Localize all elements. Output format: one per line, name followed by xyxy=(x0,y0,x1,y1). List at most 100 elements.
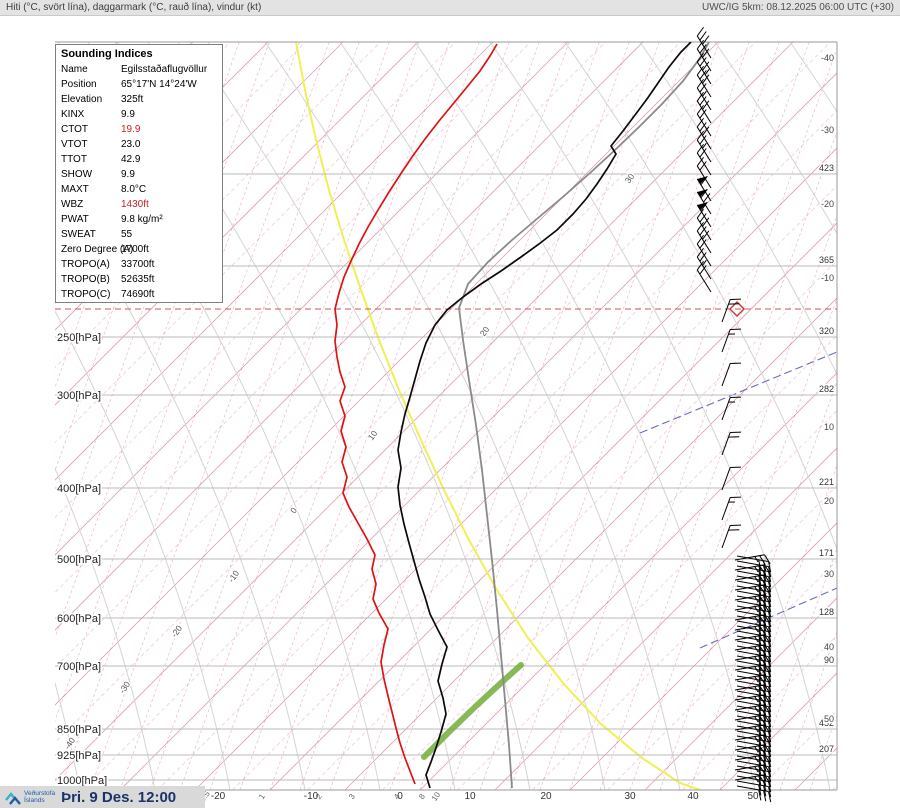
index-label: VTOT xyxy=(61,139,88,150)
index-value: 52635ft xyxy=(121,274,155,285)
indices-rows: Name Egilsstaðaflugvöllur Position 65°17'N … xyxy=(56,62,222,302)
wind-barb xyxy=(734,604,771,616)
wind-barb xyxy=(696,247,712,280)
wind-barb xyxy=(734,614,771,626)
wind-barb xyxy=(736,575,772,593)
mixing-ratio-axis-label: 1 xyxy=(257,792,267,801)
wind-barb xyxy=(736,605,772,623)
wind-barb xyxy=(736,665,772,683)
index-value: 33700ft xyxy=(121,259,155,270)
wind-barb xyxy=(736,680,772,698)
wind-barb xyxy=(736,740,772,758)
wind-barb xyxy=(696,188,712,215)
wind-barb xyxy=(721,466,741,491)
wind-barbs-lower xyxy=(736,555,772,803)
index-label: Zero Degree (A) xyxy=(61,244,134,255)
wind-barbs-upper xyxy=(696,26,712,293)
pressure-axis-label: 700[hPa] xyxy=(57,661,101,673)
mixing-ratio-axis-label: 8 xyxy=(417,792,427,801)
wind-barb xyxy=(734,554,771,566)
index-label: SHOW xyxy=(61,169,93,180)
mixing-ratio-axis-label: 4 xyxy=(392,792,402,801)
wind-barb xyxy=(736,670,772,688)
wind-barb xyxy=(734,684,771,696)
tropopause-marker xyxy=(729,301,745,317)
wind-barb xyxy=(736,565,772,583)
isotherm-right-label: 30 xyxy=(824,569,834,579)
wind-barb xyxy=(736,730,772,748)
temperature-axis-label: 20 xyxy=(540,791,552,802)
index-value: 19.9 xyxy=(121,124,141,135)
mixing-ratio-axis-label: 3 xyxy=(347,792,357,801)
isotherm-right-label: -10 xyxy=(821,273,834,283)
wind-barb xyxy=(696,156,712,189)
index-label: TTOT xyxy=(61,154,87,165)
pressure-axis-label: 600[hPa] xyxy=(57,613,101,625)
height-right-label: 90 xyxy=(824,655,834,665)
wind-barb xyxy=(736,720,772,738)
wind-barb xyxy=(736,635,772,653)
temperature-axis-label: 50 xyxy=(747,791,759,802)
wind-barb xyxy=(736,600,772,618)
wind-barb xyxy=(736,725,772,743)
indices-row-tropo-b-: TROPO(B) 52635ft xyxy=(56,272,222,287)
wind-barb xyxy=(736,780,772,798)
wind-barb xyxy=(734,654,771,666)
indices-row-elevation: Elevation 325ft xyxy=(56,92,222,107)
tropopause-line xyxy=(55,301,837,317)
height-right-label: 171 xyxy=(819,548,834,558)
indices-row-kinx: KINX 9.9 xyxy=(56,107,222,122)
wind-barb xyxy=(734,694,771,706)
skewt-chart: 250[hPa] 300[hPa] 400[hPa] 500[hPa] 600[hPa]… xyxy=(55,26,838,804)
pressure-axis-label: 1000[hPa] xyxy=(57,775,107,787)
wind-barb xyxy=(736,595,772,613)
wind-barb xyxy=(721,362,741,387)
blue-dashed-isoline xyxy=(639,351,837,434)
wind-barb xyxy=(736,710,772,728)
height-right-label: 282 xyxy=(819,384,834,394)
isotherm-right-label: 20 xyxy=(824,496,834,506)
yellow-reference-line xyxy=(295,42,701,790)
indices-row-show: SHOW 9.9 xyxy=(56,167,222,182)
wind-barb xyxy=(696,91,712,124)
isotherm-right-label: 10 xyxy=(824,422,834,432)
wind-barb xyxy=(734,564,771,576)
index-value: 9.8 kg/m² xyxy=(121,214,163,225)
wind-barb xyxy=(736,760,772,778)
header-legend-label: Hiti (°C, svört lína), daggarmark (°C, r… xyxy=(6,2,262,13)
wind-barb xyxy=(734,634,771,646)
indices-row-tropo-c-: TROPO(C) 74690ft xyxy=(56,287,222,302)
pressure-axis-label: 850[hPa] xyxy=(57,724,101,736)
axis-labels: 250[hPa] 300[hPa] 400[hPa] 500[hPa] 600[hPa]… xyxy=(56,52,836,804)
wind-barb xyxy=(721,396,741,421)
indices-row-ttot: TTOT 42.9 xyxy=(56,152,222,167)
index-label: Elevation xyxy=(61,94,103,105)
wind-barb xyxy=(734,624,771,636)
index-value: 23.0 xyxy=(121,139,141,150)
wind-barb xyxy=(736,660,772,678)
footer-bar: Veðurstofa Íslands Þri. 9 Des. 12:00 xyxy=(0,786,205,808)
wind-barb xyxy=(696,78,712,111)
parcel-segment-line xyxy=(421,662,524,760)
isotherm-inline-label: 20 xyxy=(478,324,492,338)
wind-barb xyxy=(736,585,772,603)
indices-row-ctot: CTOT 19.9 xyxy=(56,122,222,137)
pressure-axis-label: 925[hPa] xyxy=(57,750,101,762)
height-right-label: 423 xyxy=(819,163,834,173)
pressure-axis-label: 300[hPa] xyxy=(57,390,101,402)
isotherm-inline-label: 10 xyxy=(366,428,380,442)
wind-barb xyxy=(736,560,772,578)
height-right-label: 207 xyxy=(819,744,834,754)
index-label: TROPO(B) xyxy=(61,274,110,285)
indices-row-maxt: MAXT 8.0°C xyxy=(56,182,222,197)
wind-barb xyxy=(734,674,771,686)
index-value: 9.9 xyxy=(121,109,135,120)
index-value: 42.9 xyxy=(121,154,141,165)
wind-barb xyxy=(736,620,772,638)
index-value: 325ft xyxy=(121,94,144,105)
logo-text-line1: Veðurstofa xyxy=(24,790,56,797)
index-label: PWAT xyxy=(61,214,89,225)
temperature-axis-label: -10 xyxy=(304,791,319,802)
wind-barb xyxy=(734,734,771,746)
wind-barb xyxy=(734,714,771,726)
